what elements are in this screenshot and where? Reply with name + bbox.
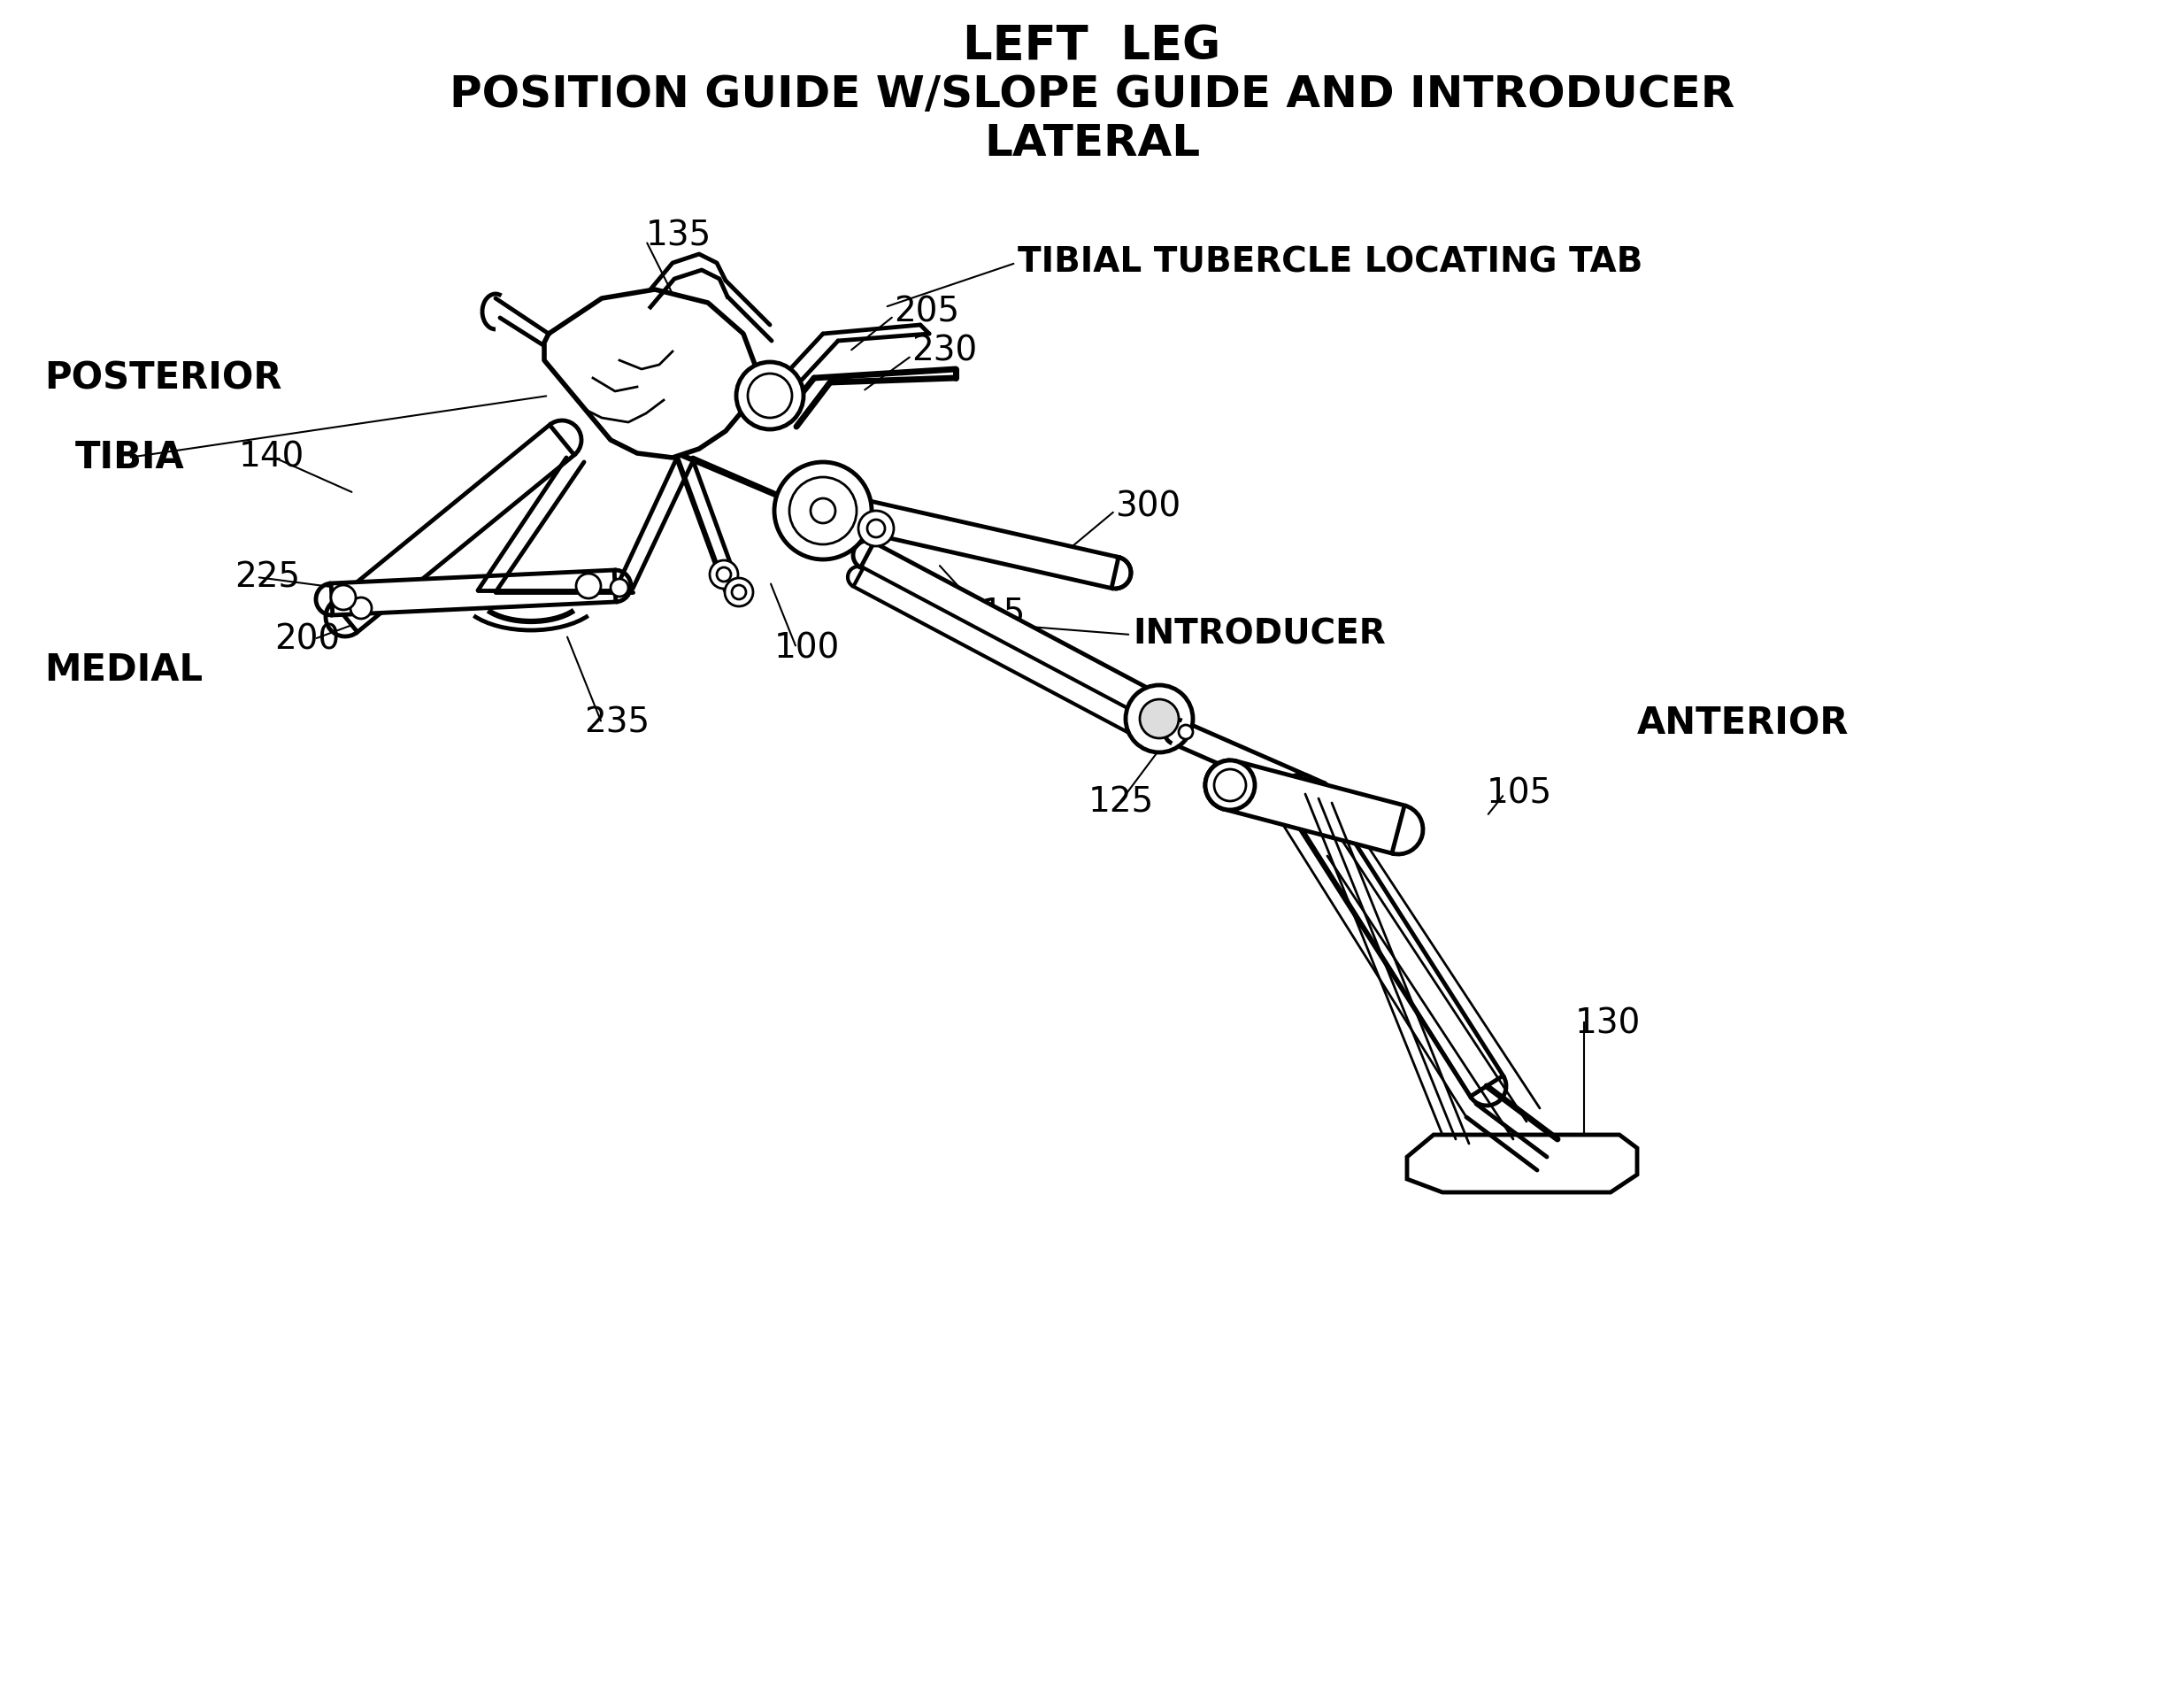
Circle shape xyxy=(716,567,732,582)
Text: TIBIA: TIBIA xyxy=(74,439,186,476)
Polygon shape xyxy=(1223,761,1404,854)
Text: INTRODUCER: INTRODUCER xyxy=(1133,618,1385,652)
Circle shape xyxy=(1125,685,1192,753)
Circle shape xyxy=(1206,760,1256,810)
Text: 300: 300 xyxy=(1116,490,1182,523)
Text: TIBIAL TUBERCLE LOCATING TAB: TIBIAL TUBERCLE LOCATING TAB xyxy=(1018,246,1642,280)
Text: 235: 235 xyxy=(583,706,649,739)
Polygon shape xyxy=(1173,721,1324,805)
Circle shape xyxy=(710,560,738,589)
Circle shape xyxy=(775,463,871,559)
Polygon shape xyxy=(332,425,574,631)
Circle shape xyxy=(332,586,356,609)
Text: 135: 135 xyxy=(646,219,712,253)
Text: 225: 225 xyxy=(234,560,299,594)
Text: 100: 100 xyxy=(775,631,841,665)
Text: 125: 125 xyxy=(1088,787,1153,820)
Circle shape xyxy=(1179,724,1192,739)
Circle shape xyxy=(810,498,834,523)
Circle shape xyxy=(612,579,629,596)
Circle shape xyxy=(736,361,804,429)
Text: 200: 200 xyxy=(275,623,341,657)
Circle shape xyxy=(349,598,371,619)
Text: MEDIAL: MEDIAL xyxy=(44,652,203,689)
Polygon shape xyxy=(836,495,1118,587)
Polygon shape xyxy=(332,571,616,614)
Circle shape xyxy=(1214,770,1247,802)
Text: 130: 130 xyxy=(1575,1008,1640,1041)
Circle shape xyxy=(788,478,856,544)
Circle shape xyxy=(577,574,601,598)
Polygon shape xyxy=(1284,783,1503,1097)
Polygon shape xyxy=(1406,1134,1638,1192)
Text: ANTERIOR: ANTERIOR xyxy=(1638,704,1850,741)
Text: POSTERIOR: POSTERIOR xyxy=(44,360,282,397)
Text: 140: 140 xyxy=(238,441,306,474)
Text: 230: 230 xyxy=(911,334,976,368)
Circle shape xyxy=(858,511,893,547)
Circle shape xyxy=(732,586,747,599)
Circle shape xyxy=(747,373,793,419)
Polygon shape xyxy=(854,567,1147,738)
Polygon shape xyxy=(860,542,1158,717)
Text: POSITION GUIDE W/SLOPE GUIDE AND INTRODUCER: POSITION GUIDE W/SLOPE GUIDE AND INTRODU… xyxy=(450,74,1734,116)
Text: 205: 205 xyxy=(893,295,959,329)
Text: LATERAL: LATERAL xyxy=(985,122,1199,165)
Circle shape xyxy=(867,520,885,537)
Text: LEFT  LEG: LEFT LEG xyxy=(963,24,1221,69)
Text: 115: 115 xyxy=(961,596,1026,630)
Circle shape xyxy=(725,577,753,606)
Polygon shape xyxy=(544,289,756,457)
Text: 105: 105 xyxy=(1487,776,1553,810)
Circle shape xyxy=(1140,699,1179,738)
